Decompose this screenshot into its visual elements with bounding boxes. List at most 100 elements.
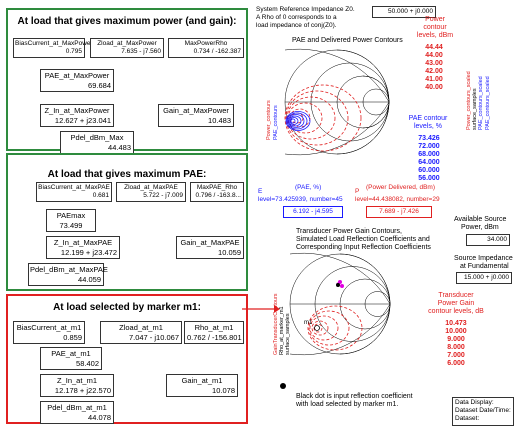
gain-level: 7.000	[447, 352, 465, 359]
gain-level: 6.000	[447, 360, 465, 367]
pae-level: 68.000	[418, 151, 440, 158]
power-marker-line: level=44.438082, number=29	[355, 196, 440, 203]
pae-contours	[285, 111, 311, 131]
pae-marker-value: 6.192 - j4.595	[283, 206, 343, 218]
pae-value: 58.402	[40, 358, 102, 370]
rho-value: 0.734 / -162.387	[168, 47, 244, 58]
pae-value: 69.684	[40, 80, 114, 92]
power-level: 44.00	[425, 52, 443, 59]
pae-marker-line: level=73.425939, number=45	[258, 196, 343, 203]
chart1-title: PAE and Delivered Power Contours	[292, 37, 403, 44]
gain-contours	[307, 305, 363, 351]
pae-level: 64.000	[418, 159, 440, 166]
gain-legend-title: contour levels, dB	[428, 308, 484, 315]
z0-value-box[interactable]: 50.000 + j0.000	[372, 6, 436, 18]
zload-value: 7.047 - j10.067	[100, 332, 182, 344]
pae-marker-prefix: E	[258, 188, 263, 195]
bias-current-value: 0.795	[13, 47, 85, 58]
zload-value: 7.635 - j7.560	[90, 47, 164, 58]
chart1-left-label-power: Power_contours	[266, 100, 272, 140]
chart2-title-line: Simulated Load Reflection Coefficients a…	[296, 236, 430, 243]
gain-level: 8.000	[447, 344, 465, 351]
zin-value: 12.627 + j23.041	[40, 115, 114, 127]
data-display-label: Data Display:	[455, 399, 494, 406]
bias-current-value: 0.859	[13, 332, 85, 344]
pae-max-value: 73.499	[46, 220, 96, 232]
pae-legend-title: PAE contour	[408, 115, 448, 122]
gain-legend-title: Transducer	[438, 292, 474, 299]
power-legend-title: contour	[423, 24, 447, 31]
pae-levels: 73.426 72.000 68.000 64.000 60.000 56.00…	[409, 135, 449, 183]
pae-level: 73.426	[418, 135, 440, 142]
pdel-value: 44.078	[40, 412, 114, 424]
gain-legend-title: Power Gain	[437, 300, 475, 307]
bias-current-value: 0.681	[36, 191, 112, 202]
marker-m1-label: m1	[304, 320, 313, 326]
power-level: 43.00	[425, 60, 443, 67]
chart2-title-line: Corresponding Input Reflection Coefficie…	[296, 244, 431, 251]
gain-level: 9.000	[447, 336, 465, 343]
pae-power-smith-chart	[284, 48, 390, 156]
power-level: 44.44	[425, 44, 443, 51]
rho-value: 0.762 / -156.801	[184, 332, 244, 344]
source-impedance-label: Source Impedance	[454, 255, 513, 262]
pae-level: 60.000	[418, 167, 440, 174]
zload-value: 5.722 - j7.009	[116, 191, 186, 202]
gain-value: 10.483	[158, 115, 234, 127]
chart1-right-label: PAE_contours_scaled	[485, 76, 491, 130]
power-contours	[284, 84, 362, 152]
avail-source-input[interactable]: 34.000	[466, 234, 510, 246]
avail-source-label: Power, dBm	[461, 224, 499, 231]
black-dot-icon	[280, 383, 286, 389]
input-reflection-dot	[336, 283, 340, 287]
zin-value: 12.178 + j22.570	[40, 385, 114, 397]
max-pae-panel: At load that gives maximum PAE: BiasCurr…	[6, 153, 248, 291]
power-levels: 44.44 44.00 43.00 42.00 41.00 40.00	[414, 44, 454, 92]
smith-grid	[289, 252, 391, 356]
pae-level: 56.000	[418, 175, 440, 182]
power-level: 42.00	[425, 68, 443, 75]
panel-title: At load that gives maximum PAE:	[47, 169, 207, 180]
rho-value: 0.796 / -163.8...	[190, 191, 244, 202]
power-level: 40.00	[425, 84, 443, 91]
gain-value: 10.078	[166, 385, 238, 397]
marker-m1-point[interactable]	[314, 325, 320, 331]
chart1-right-label: PAE_contours_scaled	[478, 76, 484, 130]
power-marker-prefix: P	[355, 188, 360, 195]
power-level: 41.00	[425, 76, 443, 83]
smith-grid	[284, 48, 390, 156]
dataset-info-box: Data Display: Dataset Date/Time: Dataset…	[452, 397, 514, 426]
zin-value: 12.199 + j23.472	[46, 247, 120, 259]
dataset-datetime-label: Dataset Date/Time:	[455, 407, 511, 414]
max-power-panel: At load that gives maximum power (and ga…	[6, 8, 248, 154]
chart2-title-line: Transducer Power Gain Contours,	[296, 228, 402, 235]
panel-title: At load that gives maximum power (and ga…	[17, 16, 237, 27]
power-marker-header: (Power Delivered, dBm)	[366, 184, 435, 191]
note-line: with load selected by marker m1.	[296, 401, 399, 408]
source-impedance-label: at Fundamental	[460, 263, 509, 270]
gain-level: 10.000	[445, 328, 467, 335]
source-impedance-input[interactable]: 15.000 + j0.000	[456, 272, 512, 284]
pdel-value: 44.059	[28, 274, 104, 286]
dataset-label: Dataset:	[455, 415, 480, 422]
ref-impedance-text-3: load impedance of conj(Z0).	[256, 22, 337, 29]
power-legend: Power contour levels, dBm	[412, 16, 458, 40]
pae-marker-header: (PAE, %)	[295, 184, 322, 191]
gain-level: 10.473	[445, 320, 467, 327]
avail-source-label: Available Source	[454, 216, 507, 223]
gain-legend: Transducer Power Gain contour levels, dB	[421, 292, 491, 316]
marker-arrow	[242, 305, 280, 313]
chart1-left-label-pae: PAE_contours	[273, 105, 279, 140]
power-marker-value: 7.689 - j7.426	[366, 206, 432, 218]
pae-level: 72.000	[418, 143, 440, 150]
gain-smith-chart	[289, 252, 391, 356]
power-legend-title: levels, dBm	[416, 32, 454, 39]
ref-impedance-text-1: System Reference Impedance Z0.	[256, 6, 355, 13]
gain-levels: 10.473 10.000 9.000 8.000 7.000 6.000	[436, 320, 476, 368]
panel-title: At load selected by marker m1:	[53, 302, 201, 313]
pae-legend-title: levels, %	[413, 123, 442, 130]
pae-legend: PAE contour levels, %	[403, 115, 453, 131]
marker-m1-panel: At load selected by marker m1: BiasCurre…	[6, 294, 248, 424]
note-line: Black dot is input reflection coefficien…	[296, 393, 413, 400]
ref-impedance-text-2: A Rho of 0 corresponds to a	[256, 14, 337, 21]
